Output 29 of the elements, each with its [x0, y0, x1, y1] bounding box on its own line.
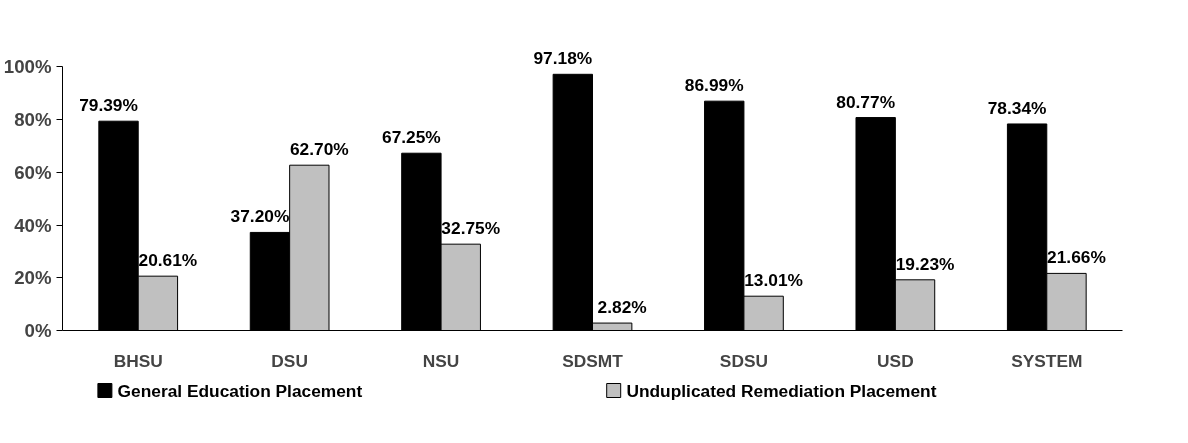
y-tick-label: 40% — [14, 214, 52, 236]
y-tick-label: 100% — [3, 56, 52, 78]
data-label: 21.66% — [1047, 247, 1106, 268]
data-label: 80.77% — [836, 91, 896, 112]
data-label: 79.39% — [79, 95, 138, 116]
x-tick-label: SDSMT — [562, 350, 624, 371]
data-label: 97.18% — [533, 48, 593, 69]
y-tick-label: 60% — [14, 161, 52, 183]
data-label: 37.20% — [230, 206, 290, 227]
x-tick-label: SDSU — [719, 350, 769, 371]
data-label: 67.25% — [382, 127, 441, 148]
data-label: 32.75% — [441, 218, 501, 239]
x-tick-label: BHSU — [113, 350, 163, 371]
legend-label: Unduplicated Remediation Placement — [626, 380, 937, 401]
data-label: 86.99% — [684, 75, 744, 96]
x-tick-label: USD — [877, 350, 914, 371]
x-tick-label: NSU — [422, 350, 460, 371]
y-tick-label: 20% — [14, 267, 52, 289]
x-tick-label: DSU — [271, 350, 308, 371]
data-label: 19.23% — [895, 253, 955, 274]
data-label: 13.01% — [744, 270, 804, 291]
data-label: 2.82% — [597, 297, 647, 318]
data-label: 62.70% — [289, 139, 349, 160]
y-tick-label: 0% — [24, 320, 52, 341]
y-tick-label: 80% — [14, 109, 52, 131]
legend-label: General Education Placement — [117, 380, 363, 401]
data-label: 20.61% — [138, 250, 198, 271]
data-label: 78.34% — [987, 97, 1047, 118]
x-tick-label: SYSTEM — [1011, 350, 1083, 371]
